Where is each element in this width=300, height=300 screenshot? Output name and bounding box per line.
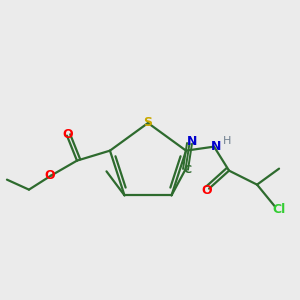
- Text: H: H: [223, 136, 231, 146]
- Text: N: N: [211, 140, 221, 153]
- Text: S: S: [143, 116, 152, 130]
- Text: O: O: [202, 184, 212, 197]
- Text: O: O: [63, 128, 73, 141]
- Text: Cl: Cl: [272, 203, 286, 216]
- Text: N: N: [187, 135, 198, 148]
- Text: C: C: [183, 165, 192, 176]
- Text: O: O: [45, 169, 55, 182]
